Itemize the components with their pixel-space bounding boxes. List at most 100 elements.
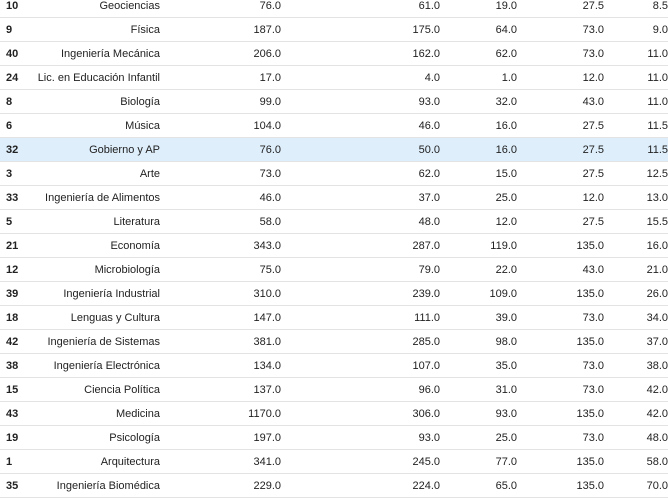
row-id-cell: 35 <box>0 473 36 498</box>
row-id-cell: 32 <box>0 137 36 162</box>
value-col-3-cell: 119.0 <box>440 233 517 258</box>
value-col-3-cell: 109.0 <box>440 281 517 306</box>
value-col-3-cell: 12.0 <box>440 209 517 234</box>
value-col-4-cell: 73.0 <box>517 17 604 42</box>
table-row[interactable]: 43 Medicina 1170.0 306.0 93.0 135.0 42.0 <box>0 401 668 426</box>
value-col-5-cell: 58.0 <box>604 449 668 474</box>
table-row[interactable]: 3 Arte 73.0 62.0 15.0 27.5 12.5 <box>0 161 668 186</box>
value-col-1-cell: 137.0 <box>160 377 281 402</box>
value-col-4-cell: 43.0 <box>517 89 604 114</box>
value-col-5-cell: 11.0 <box>604 41 668 66</box>
value-col-3-cell: 22.0 <box>440 257 517 282</box>
table-row[interactable]: 9 Física 187.0 175.0 64.0 73.0 9.0 <box>0 17 668 42</box>
program-name-cell: Biología <box>36 89 160 114</box>
value-col-1-cell: 58.0 <box>160 209 281 234</box>
table-row[interactable]: 42 Ingeniería de Sistemas 381.0 285.0 98… <box>0 329 668 354</box>
table-row[interactable]: 10 Geociencias 76.0 61.0 19.0 27.5 8.5 <box>0 0 668 18</box>
row-id-cell: 12 <box>0 257 36 282</box>
value-col-2-cell: 50.0 <box>281 137 440 162</box>
row-id-cell: 3 <box>0 161 36 186</box>
program-name-cell: Física <box>36 17 160 42</box>
value-col-3-cell: 39.0 <box>440 305 517 330</box>
value-col-2-cell: 79.0 <box>281 257 440 282</box>
value-col-2-cell: 93.0 <box>281 425 440 450</box>
table-row[interactable]: 6 Música 104.0 46.0 16.0 27.5 11.5 <box>0 113 668 138</box>
program-name-cell: Literatura <box>36 209 160 234</box>
table-row[interactable]: 15 Ciencia Política 137.0 96.0 31.0 73.0… <box>0 377 668 402</box>
value-col-3-cell: 1.0 <box>440 65 517 90</box>
program-name-cell: Ingeniería Industrial <box>36 281 160 306</box>
value-col-2-cell: 175.0 <box>281 17 440 42</box>
table-row[interactable]: 39 Ingeniería Industrial 310.0 239.0 109… <box>0 281 668 306</box>
row-id-cell: 42 <box>0 329 36 354</box>
table-row[interactable]: 1 Arquitectura 341.0 245.0 77.0 135.0 58… <box>0 449 668 474</box>
value-col-5-cell: 38.0 <box>604 353 668 378</box>
value-col-5-cell: 15.5 <box>604 209 668 234</box>
table-row[interactable]: 40 Ingeniería Mecánica 206.0 162.0 62.0 … <box>0 41 668 66</box>
program-name-cell: Microbiología <box>36 257 160 282</box>
value-col-2-cell: 224.0 <box>281 473 440 498</box>
value-col-5-cell: 9.0 <box>604 17 668 42</box>
row-id-cell: 15 <box>0 377 36 402</box>
table-row[interactable]: 38 Ingeniería Electrónica 134.0 107.0 35… <box>0 353 668 378</box>
table-row[interactable]: 35 Ingeniería Biomédica 229.0 224.0 65.0… <box>0 473 668 498</box>
program-name-cell: Ciencia Política <box>36 377 160 402</box>
value-col-3-cell: 16.0 <box>440 137 517 162</box>
value-col-4-cell: 73.0 <box>517 425 604 450</box>
value-col-1-cell: 206.0 <box>160 41 281 66</box>
value-col-5-cell: 34.0 <box>604 305 668 330</box>
value-col-4-cell: 135.0 <box>517 473 604 498</box>
value-col-3-cell: 25.0 <box>440 425 517 450</box>
value-col-3-cell: 15.0 <box>440 161 517 186</box>
value-col-1-cell: 343.0 <box>160 233 281 258</box>
row-id-cell: 33 <box>0 185 36 210</box>
value-col-3-cell: 16.0 <box>440 113 517 138</box>
program-name-cell: Lenguas y Cultura <box>36 305 160 330</box>
table-row[interactable]: 12 Microbiología 75.0 79.0 22.0 43.0 21.… <box>0 257 668 282</box>
value-col-1-cell: 381.0 <box>160 329 281 354</box>
value-col-5-cell: 8.5 <box>604 0 668 18</box>
value-col-5-cell: 12.5 <box>604 161 668 186</box>
table-row[interactable]: 5 Literatura 58.0 48.0 12.0 27.5 15.5 <box>0 209 668 234</box>
table-row[interactable]: 33 Ingeniería de Alimentos 46.0 37.0 25.… <box>0 185 668 210</box>
value-col-3-cell: 32.0 <box>440 89 517 114</box>
row-id-cell: 1 <box>0 449 36 474</box>
value-col-4-cell: 73.0 <box>517 41 604 66</box>
row-id-cell: 9 <box>0 17 36 42</box>
program-name-cell: Medicina <box>36 401 160 426</box>
value-col-1-cell: 104.0 <box>160 113 281 138</box>
value-col-5-cell: 11.5 <box>604 113 668 138</box>
value-col-1-cell: 341.0 <box>160 449 281 474</box>
table-row[interactable]: 21 Economía 343.0 287.0 119.0 135.0 16.0 <box>0 233 668 258</box>
value-col-2-cell: 46.0 <box>281 113 440 138</box>
value-col-2-cell: 96.0 <box>281 377 440 402</box>
value-col-3-cell: 19.0 <box>440 0 517 18</box>
value-col-3-cell: 93.0 <box>440 401 517 426</box>
value-col-3-cell: 77.0 <box>440 449 517 474</box>
program-name-cell: Economía <box>36 233 160 258</box>
table-row[interactable]: 18 Lenguas y Cultura 147.0 111.0 39.0 73… <box>0 305 668 330</box>
value-col-1-cell: 75.0 <box>160 257 281 282</box>
value-col-1-cell: 99.0 <box>160 89 281 114</box>
value-col-1-cell: 73.0 <box>160 161 281 186</box>
row-id-cell: 6 <box>0 113 36 138</box>
value-col-1-cell: 134.0 <box>160 353 281 378</box>
program-name-cell: Arquitectura <box>36 449 160 474</box>
value-col-4-cell: 27.5 <box>517 161 604 186</box>
value-col-1-cell: 76.0 <box>160 137 281 162</box>
value-col-2-cell: 287.0 <box>281 233 440 258</box>
table-row[interactable]: 8 Biología 99.0 93.0 32.0 43.0 11.0 <box>0 89 668 114</box>
value-col-2-cell: 107.0 <box>281 353 440 378</box>
value-col-3-cell: 65.0 <box>440 473 517 498</box>
table-row[interactable]: 19 Psicología 197.0 93.0 25.0 73.0 48.0 <box>0 425 668 450</box>
value-col-1-cell: 197.0 <box>160 425 281 450</box>
value-col-4-cell: 27.5 <box>517 137 604 162</box>
value-col-5-cell: 48.0 <box>604 425 668 450</box>
table-row-selected[interactable]: 32 Gobierno y AP 76.0 50.0 16.0 27.5 11.… <box>0 137 668 162</box>
value-col-2-cell: 306.0 <box>281 401 440 426</box>
value-col-2-cell: 37.0 <box>281 185 440 210</box>
row-id-cell: 5 <box>0 209 36 234</box>
program-name-cell: Ingeniería de Alimentos <box>36 185 160 210</box>
table-row[interactable]: 24 Lic. en Educación Infantil 17.0 4.0 1… <box>0 65 668 90</box>
